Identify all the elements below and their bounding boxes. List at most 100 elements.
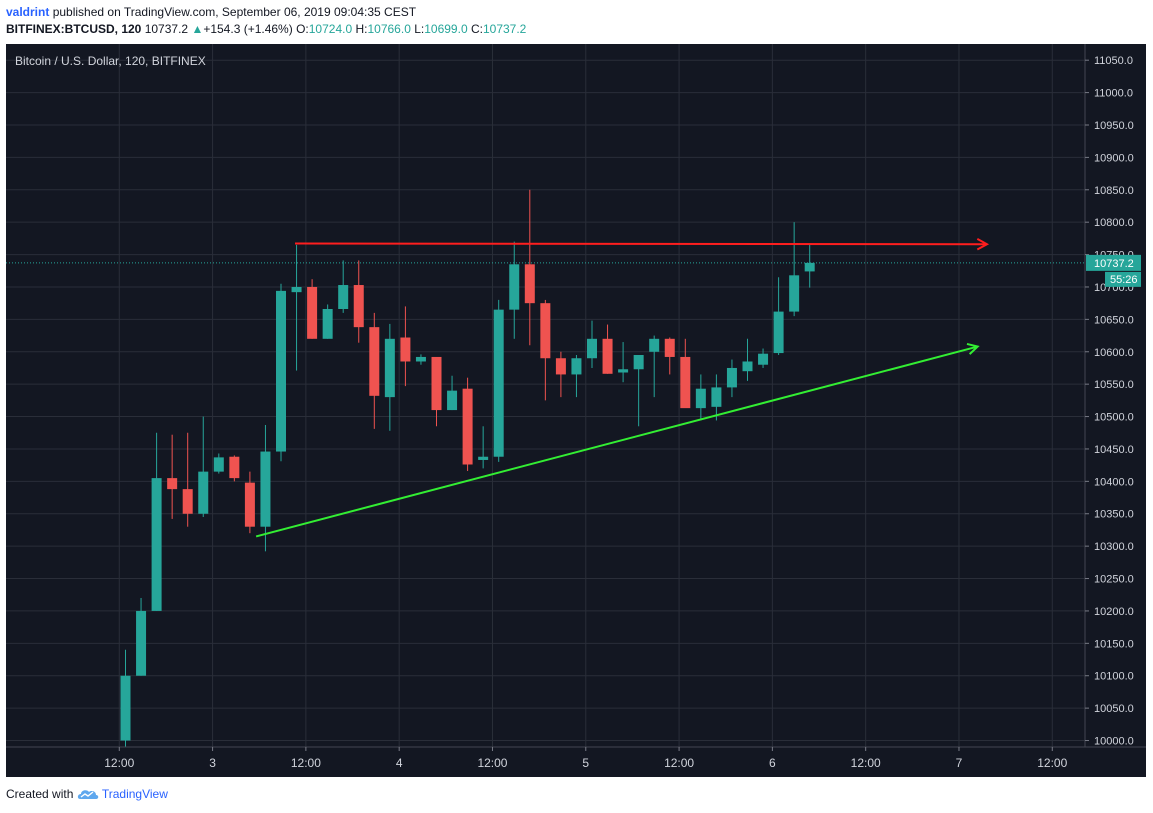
candle[interactable] xyxy=(478,426,489,469)
candle[interactable] xyxy=(493,299,504,462)
candle[interactable] xyxy=(431,356,442,427)
candle-body xyxy=(478,456,489,460)
candle[interactable] xyxy=(167,434,178,519)
candle[interactable] xyxy=(711,374,722,421)
candle-body xyxy=(353,285,364,328)
candle[interactable] xyxy=(524,189,535,346)
candle[interactable] xyxy=(400,306,411,387)
candle[interactable] xyxy=(680,338,691,409)
candle-body xyxy=(462,388,473,465)
candle[interactable] xyxy=(213,453,224,474)
time-axis: 12:00 3 12:00 4 12:00 5 12:00 6 12:00 7 12:00 xyxy=(104,747,1068,770)
candles xyxy=(120,189,815,747)
last-price: 10737.2 xyxy=(144,22,189,36)
candle-body xyxy=(587,338,597,359)
candle-body xyxy=(431,356,442,411)
candle[interactable] xyxy=(353,260,364,343)
resistance-arrow[interactable] xyxy=(294,238,990,251)
up-triangle-icon: ▲ xyxy=(191,22,204,36)
candle[interactable] xyxy=(695,374,706,421)
candle-body xyxy=(291,286,302,293)
candle-body xyxy=(198,471,209,514)
candle[interactable] xyxy=(182,432,193,527)
candle[interactable] xyxy=(151,432,162,611)
candle-body xyxy=(758,353,769,365)
candle-body xyxy=(415,356,426,362)
candle[interactable] xyxy=(229,455,240,482)
price-tick-label: 11000.0 xyxy=(1094,88,1133,100)
symbol-label: BITFINEX:BTCUSD, 120 xyxy=(6,22,142,36)
candle-body xyxy=(726,367,737,388)
candle[interactable] xyxy=(338,260,349,313)
candle[interactable] xyxy=(120,649,131,747)
candle-body xyxy=(384,338,395,398)
candle[interactable] xyxy=(136,597,147,676)
candle[interactable] xyxy=(447,375,458,411)
price-tick-label: 10250.0 xyxy=(1094,574,1134,586)
candle[interactable] xyxy=(633,355,644,427)
tradingview-link[interactable]: TradingView xyxy=(101,787,168,801)
price-tick-label: 10500.0 xyxy=(1094,412,1134,424)
countdown-tag-bg xyxy=(1105,271,1141,287)
high-value: 10766.0 xyxy=(367,22,411,36)
candle[interactable] xyxy=(804,244,815,288)
candle[interactable] xyxy=(322,304,333,339)
candle[interactable] xyxy=(726,359,737,398)
candle[interactable] xyxy=(462,377,473,471)
candle-body xyxy=(618,369,629,373)
candle-body xyxy=(136,610,147,676)
candle[interactable] xyxy=(618,342,629,383)
close-value: 10737.2 xyxy=(482,22,527,36)
price-tick-label: 10650.0 xyxy=(1094,314,1134,326)
candle-body xyxy=(555,358,566,375)
candle-body xyxy=(804,262,815,272)
candle[interactable] xyxy=(244,471,255,534)
candle-body xyxy=(307,286,318,339)
created-with-text: Created with xyxy=(6,787,74,801)
price-tick-label: 10450.0 xyxy=(1094,444,1134,456)
candle[interactable] xyxy=(649,335,660,398)
candle[interactable] xyxy=(664,337,675,375)
candle-body xyxy=(493,309,504,457)
price-chart[interactable]: 10000.0 10050.0 10100.0 10150.0 10200.0 10250… xyxy=(6,44,1146,777)
candle[interactable] xyxy=(540,299,551,401)
publisher-username[interactable]: valdrint xyxy=(6,5,50,19)
time-tick-label: 12:00 xyxy=(291,756,321,770)
candle[interactable] xyxy=(276,283,286,462)
candle[interactable] xyxy=(773,277,784,356)
candle-body xyxy=(633,355,644,370)
candle[interactable] xyxy=(742,338,753,381)
open-label: O: xyxy=(296,22,309,36)
current-price-tag-bg xyxy=(1086,254,1141,271)
candle[interactable] xyxy=(260,424,271,552)
time-tick-label: 12:00 xyxy=(104,756,134,770)
candle[interactable] xyxy=(602,324,613,374)
candle[interactable] xyxy=(291,244,302,371)
candle[interactable] xyxy=(198,416,209,517)
price-tick-label: 10950.0 xyxy=(1094,120,1134,132)
candle[interactable] xyxy=(571,355,582,398)
candle[interactable] xyxy=(369,312,380,429)
candle-body xyxy=(244,482,255,527)
chart-background xyxy=(6,44,1146,777)
support-arrow[interactable] xyxy=(255,342,980,538)
price-tick-label: 10550.0 xyxy=(1094,379,1134,391)
price-tick-label: 10800.0 xyxy=(1094,217,1134,229)
candle[interactable] xyxy=(587,320,597,368)
candle-body xyxy=(524,264,535,304)
candle[interactable] xyxy=(415,354,426,365)
candle[interactable] xyxy=(789,222,800,317)
time-tick-label: 12:00 xyxy=(851,756,881,770)
candle[interactable] xyxy=(307,279,318,339)
candle[interactable] xyxy=(509,241,520,339)
time-tick-label: 4 xyxy=(396,756,403,770)
candle-body xyxy=(695,388,706,409)
candle[interactable] xyxy=(758,348,769,368)
candle-body xyxy=(664,338,675,357)
published-text: published on TradingView.com, September … xyxy=(52,5,417,19)
chart-container[interactable]: 10000.0 10050.0 10100.0 10150.0 10200.0 10250… xyxy=(6,44,1146,777)
candle[interactable] xyxy=(555,351,566,398)
support-arrow-line xyxy=(255,345,978,538)
candle[interactable] xyxy=(384,323,395,431)
price-tick-label: 10350.0 xyxy=(1094,509,1134,521)
